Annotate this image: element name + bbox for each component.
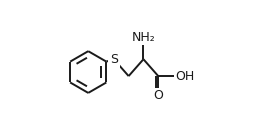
Text: OH: OH [176,70,195,83]
Text: S: S [110,53,118,66]
Text: NH₂: NH₂ [131,31,155,44]
Text: O: O [153,89,163,102]
